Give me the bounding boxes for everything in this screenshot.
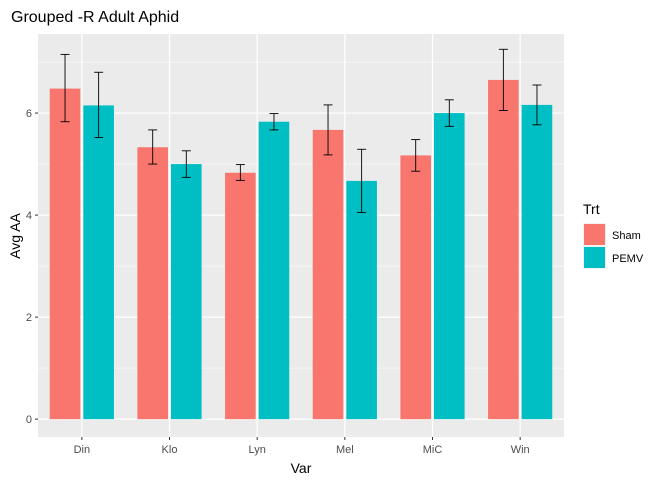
legend-swatch-sham bbox=[584, 224, 605, 245]
bar-pemv-klo bbox=[171, 164, 202, 420]
x-tick-label-lyn: Lyn bbox=[249, 444, 266, 456]
y-tick-label: 6 bbox=[26, 108, 32, 120]
legend-title: Trt bbox=[583, 201, 600, 217]
y-tick-label: 2 bbox=[26, 312, 32, 324]
x-tick-label-win: Win bbox=[511, 444, 530, 456]
bar-sham-klo bbox=[137, 147, 168, 420]
bar-sham-din bbox=[49, 88, 81, 420]
y-axis: 0 2 4 6 bbox=[26, 108, 38, 426]
y-tick-label: 4 bbox=[26, 210, 32, 222]
bar-sham-win bbox=[488, 79, 519, 420]
bar-pemv-lyn bbox=[258, 121, 290, 420]
y-axis-title: Avg AA bbox=[7, 213, 23, 259]
bar-pemv-mel bbox=[346, 180, 377, 420]
legend-swatch-pemv bbox=[584, 247, 605, 268]
x-tick-label-mel: Mel bbox=[336, 444, 354, 456]
y-tick-label: 0 bbox=[26, 414, 32, 426]
x-axis: Din Klo Lyn Mel MiC Win bbox=[74, 437, 530, 456]
x-tick-label-mic: MiC bbox=[423, 444, 443, 456]
bar-pemv-mic bbox=[434, 113, 465, 420]
x-tick-label-klo: Klo bbox=[162, 444, 178, 456]
chart-title: Grouped -R Adult Aphid bbox=[11, 9, 179, 26]
legend-label-sham: Sham bbox=[612, 230, 641, 242]
bar-pemv-din bbox=[83, 105, 114, 420]
x-axis-title: Var bbox=[291, 460, 312, 476]
legend-label-pemv: PEMV bbox=[612, 253, 644, 265]
error-bars bbox=[60, 48, 542, 213]
legend: Trt Sham PEMV bbox=[583, 201, 644, 269]
x-tick-label-din: Din bbox=[74, 444, 91, 456]
gridlines bbox=[38, 34, 564, 437]
bar-sham-mel bbox=[312, 129, 344, 420]
plot-panel bbox=[38, 34, 564, 437]
bars bbox=[49, 79, 553, 420]
bar-sham-lyn bbox=[225, 172, 256, 420]
bar-sham-mic bbox=[400, 155, 431, 420]
bar-pemv-win bbox=[521, 104, 553, 420]
